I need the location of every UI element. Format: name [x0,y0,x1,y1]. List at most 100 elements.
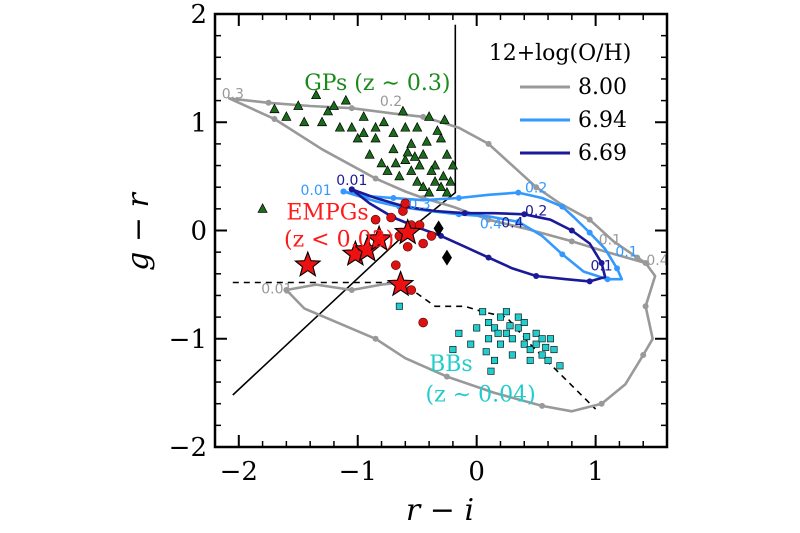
gp-triangle-marker [435,132,447,143]
region-annotation: BBs [429,352,473,377]
red-circle-marker [426,231,437,241]
bb-square-marker [526,356,534,364]
model-track-point [455,195,462,202]
gp-triangle-marker [388,127,399,137]
bb-square-marker [496,313,504,321]
y-axis-title: g − r [121,191,156,270]
gp-triangle-marker [412,176,423,186]
gp-triangle-marker [424,111,435,121]
empg-star-marker [393,218,422,245]
model-track-point [515,189,522,196]
model-track-point [485,216,492,223]
model-label: 0.2 [525,203,547,219]
model-label: 0.01 [336,173,367,189]
model-track-point [533,272,540,279]
gp-triangle-marker [412,121,423,132]
model-track-point [461,210,468,217]
model-track-point [598,259,605,266]
gp-triangle-marker [402,146,413,157]
bb-square-marker [520,340,528,348]
legend-title: 12+log(O/H) [489,41,632,66]
gp-triangle-marker [281,111,292,121]
bb-square-marker [395,302,403,310]
model-track-point [586,216,593,223]
model-track-point [348,105,355,112]
model-track-point [265,99,272,106]
bb-square-marker [494,329,502,337]
model-track-point [485,254,492,261]
plot-inner: 0.3 0.20.010.40.10.010.01 0.20.20.4 0.40.10… [222,24,668,413]
bb-square-marker [508,335,516,343]
y-tick-label: 2 [190,0,207,30]
gp-triangle-marker [322,105,334,116]
model-track-point [642,303,649,310]
empg-star-marker [386,270,415,297]
gp-triangle-marker [269,103,280,114]
bb-square-marker [508,351,516,359]
bb-square-marker [532,340,540,348]
region-annotation: GPs (z ∼ 0.3) [304,71,450,96]
model-track-point [642,259,649,266]
model-track-point [390,195,397,202]
model-label: 0.4 [501,215,523,231]
gp-triangle-marker [435,181,447,192]
bb-square-marker [538,335,546,343]
bb-square-marker [485,335,493,343]
gp-triangle-marker [316,116,328,127]
gp-triangle-marker [334,121,345,132]
gp-triangle-marker [378,116,389,127]
gp-triangle-marker [340,94,351,105]
bb-square-marker [467,340,475,348]
legend-label: 8.00 [578,75,627,100]
red-circle-marker [386,212,396,223]
model-label: 0.2 [380,94,402,110]
model-track-point [640,351,647,358]
red-circle-marker [402,241,413,252]
bb-square-marker [496,340,504,348]
reference-line-dashed [232,281,597,410]
model-label: 0.1 [599,233,621,249]
gp-triangle-marker [439,114,450,124]
gp-triangle-marker [400,154,411,164]
gp-triangle-marker [438,170,449,181]
model-track-point [348,287,355,294]
gp-triangle-marker [447,159,458,170]
gp-triangle-marker [311,89,322,100]
model-track-point [420,113,427,120]
bb-square-marker [523,333,531,341]
x-tick-label: −1 [339,457,377,487]
red-circle-marker [400,198,411,209]
model-label: 0.3 [222,86,244,102]
model-track-point [598,400,605,407]
model-track-point [568,238,575,245]
x-axis-title: r − i [406,493,474,528]
plot-layer: 0.3 0.20.010.40.10.010.01 0.20.20.4 0.40.10… [222,24,668,413]
y-tick-label: 0 [190,217,207,247]
model-track-point [559,251,566,258]
model-track-point [515,218,522,225]
gp-triangle-marker [409,151,420,161]
model-track-point [559,203,566,210]
gp-triangle-marker [388,143,399,154]
model-track-8.00 [228,97,657,413]
model-label: 0.01 [301,183,332,199]
model-track-point [586,229,593,236]
legend-label: 6.69 [578,141,627,166]
model-label: 0.4 [646,253,668,269]
model-label: 0.1 [590,259,612,275]
axes-layer: −2 −1 0 1 −2 −1 0 1 2 [169,0,669,487]
bb-square-marker [550,346,558,354]
bb-square-marker [473,324,481,332]
gp-triangle-marker [358,111,369,121]
model-track-point [283,287,290,294]
bb-square-marker [542,343,550,351]
gp-triangle-marker [429,176,441,186]
model-track-point [614,265,621,272]
gp-triangle-marker [352,132,363,143]
model-track-point [521,211,528,218]
bb-square-marker [520,319,528,327]
model-track-point [340,188,347,195]
bb-square-marker [526,346,534,354]
region-annotation: (z < 0.03) [284,228,394,253]
